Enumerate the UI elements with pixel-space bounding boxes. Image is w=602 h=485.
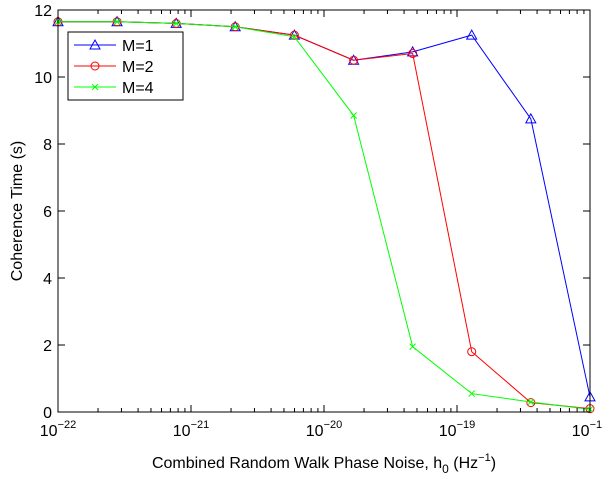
legend-entry-1-label: M=1 [122,38,154,55]
series-3-point-6-stroke-b [350,112,357,119]
series-3-point-4 [231,23,239,31]
series-3-point-7 [409,343,417,351]
y-axis-title: Coherence Time (s) [9,141,26,282]
series-3-point-9 [527,398,535,406]
y-tick-label-4: 6 [43,204,52,221]
y-tick-label-7: 12 [34,3,52,20]
tick-layer [57,9,591,413]
series-3-point-8-stroke-b [468,390,476,397]
y-tick-label-6: 10 [34,70,52,87]
x-tick-label-base-3: 10 [306,423,324,440]
series-2-point-8 [467,347,477,357]
legend-entry-2-label: M=2 [122,59,154,76]
x-axis-title-unit-close: ) [491,455,496,472]
y-tick-label-2: 2 [43,338,52,355]
series-2-point-6 [349,55,359,65]
series-3-point-5-stroke-b [291,33,298,41]
x-tick-label-2: 10−21 [173,419,209,440]
legend-entry-3-marker-stroke-b [91,83,99,91]
series-3-point-5 [291,33,298,41]
x-tick-label-base-1: 10 [40,423,58,440]
series-1-point-9 [524,112,537,124]
x-tick-label-exponent-4: −19 [457,419,476,431]
series-3-point-3 [172,20,180,27]
x-tick-label-exponent-2: −21 [191,419,210,431]
series-2-point-7 [408,49,418,59]
x-tick-label-base-4: 10 [439,423,457,440]
x-tick-label-exponent-1: −22 [58,419,77,431]
legend-entry-1-marker [89,38,101,50]
x-tick-label-exponent-5: −18 [590,419,602,431]
series-3-line [58,21,591,410]
x-tick-label-base-5: 10 [572,423,590,440]
series-1-point-8 [465,29,478,40]
x-axis-title-main: Combined Random Walk Phase Noise, h [152,455,442,472]
series-3-point-6 [350,112,357,119]
series-3-point-4-stroke-b [231,23,239,31]
series-3-point-2-stroke-b [113,18,121,26]
legend-entry-3-marker [91,83,99,91]
series-3-point-3-stroke-b [172,20,180,27]
legend-entry-3-label: M=4 [122,80,154,97]
series-2-point-5 [289,30,299,40]
legend-entry-2-marker [90,61,100,71]
x-axis-title-unit-superscript: −1 [478,452,491,464]
series-3-point-9-stroke-b [527,398,535,406]
series-layer [52,15,596,414]
x-tick-label-1: 10−22 [40,419,76,440]
series-3-point-8 [468,390,476,397]
x-axis-title-subscript: 0 [442,462,449,476]
legend: M=1 M=2 M=4 [67,31,184,101]
y-tick-label-3: 4 [43,271,52,288]
y-tick-label-1: 0 [43,405,52,422]
x-tick-label-4: 10−19 [439,419,475,440]
x-tick-label-exponent-3: −20 [324,419,343,431]
x-tick-label-base-2: 10 [173,423,191,440]
x-axis-title-unit-open: (Hz [449,455,478,472]
x-tick-label-3: 10−20 [306,419,342,440]
series-3-point-2 [113,18,121,26]
x-tick-label-5: 10−18 [572,419,602,440]
x-axis-title: Combined Random Walk Phase Noise, h0 (Hz… [152,452,496,476]
series-3-point-7-stroke-b [409,343,417,351]
y-tick-label-5: 8 [43,137,52,154]
